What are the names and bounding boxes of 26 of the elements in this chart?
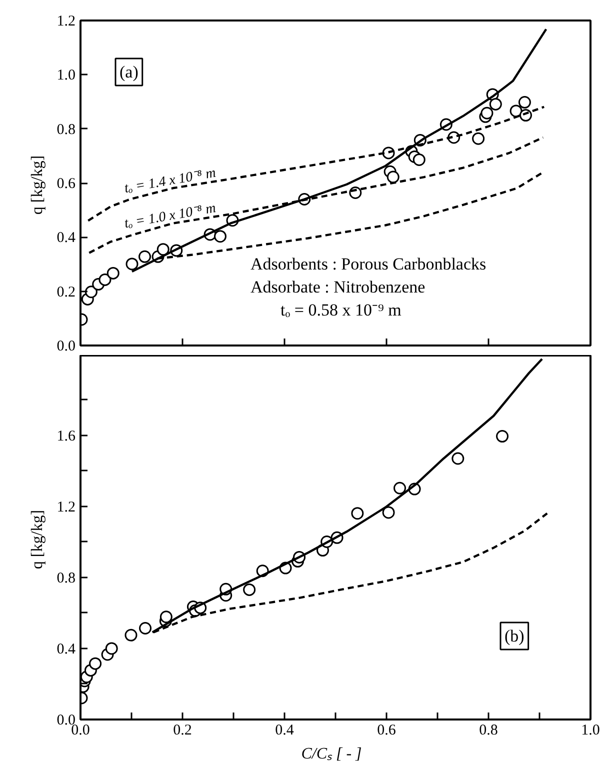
x-tick-label: 0.4	[275, 722, 294, 738]
annotation: Adsorbents : Porous Carbonblacks	[250, 254, 486, 274]
x-tick-label: 0.8	[479, 722, 498, 738]
y-tick-label: 0.4	[56, 230, 76, 246]
annotation: Adsorbate : Nitrobenzene	[250, 278, 426, 296]
y-tick-label: 1.2	[56, 499, 76, 516]
x-tick-label: 0.6	[377, 722, 396, 738]
x-tick-label: 0.2	[173, 722, 192, 738]
y-axis-title: q [kg/kg]	[28, 510, 46, 570]
text: tₒ = 1.0 x 10⁻⁸ m	[123, 201, 218, 232]
x-tick-label: 1.0	[581, 722, 600, 738]
x-axis-title: C/Cₛ [ - ]	[301, 746, 362, 762]
y-tick-label: 1.2	[56, 14, 76, 30]
y-axis-title: q [kg/kg]	[28, 155, 46, 215]
annotation: (a)	[120, 62, 138, 82]
y-tick-label: 0.4	[56, 641, 76, 658]
y-tick-label: 1.6	[56, 428, 76, 444]
annotation: (b)	[504, 626, 524, 646]
y-tick-label: 1.0	[56, 68, 76, 84]
text: tₒ = 1.4 x 10⁻⁸ m	[123, 166, 218, 197]
y-tick-label: 0.6	[56, 176, 76, 192]
annotation: tₒ = 0.58 x 10⁻⁹ m	[280, 300, 402, 320]
y-tick-label: 0.8	[56, 122, 76, 138]
y-tick-label: 0.8	[56, 570, 76, 586]
y-tick-label: 0.0	[56, 338, 76, 354]
y-tick-label: 0.2	[56, 284, 76, 300]
